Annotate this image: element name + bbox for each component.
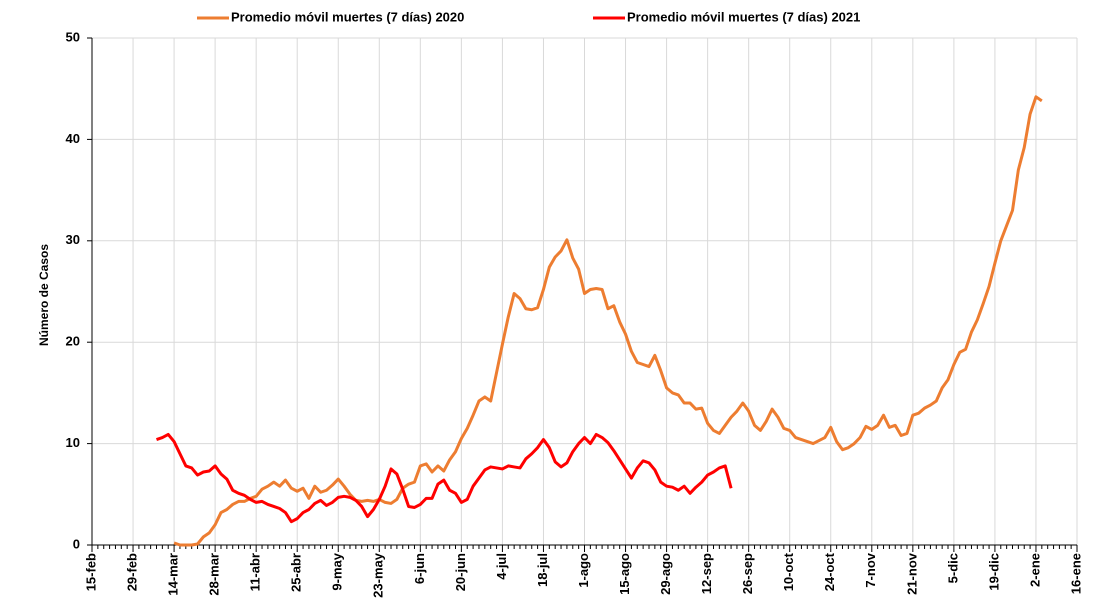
y-tick-label: 40: [66, 131, 80, 146]
y-axis-label: Número de Casos: [37, 244, 51, 346]
y-tick-label: 0: [73, 536, 80, 551]
x-tick-label: 5-dic: [945, 553, 960, 583]
y-tick-label: 30: [66, 232, 80, 247]
x-tick-label: 6-jun: [412, 553, 427, 584]
x-tick-label: 25-abr: [289, 553, 304, 592]
x-tick-label: 29-feb: [124, 553, 139, 591]
x-tick-label: 16-ene: [1068, 553, 1083, 594]
x-tick-label: 4-jul: [494, 553, 509, 580]
x-tick-label: 18-jul: [535, 553, 550, 587]
x-tick-label: 15-feb: [83, 553, 98, 591]
x-tick-label: 1-ago: [576, 553, 591, 588]
x-tick-label: 11-abr: [248, 553, 263, 591]
x-tick-label: 10-oct: [781, 552, 796, 591]
x-tick-label: 21-nov: [904, 552, 919, 595]
x-tick-label: 2-ene: [1027, 553, 1042, 587]
y-tick-label: 10: [66, 435, 80, 450]
series-line: [156, 432, 733, 524]
x-tick-label: 24-oct: [822, 552, 837, 591]
x-tick-label: 9-may: [330, 552, 345, 590]
x-tick-label: 23-may: [371, 552, 386, 598]
y-tick-label: 50: [66, 29, 80, 44]
x-tick-label: 28-mar: [207, 553, 222, 596]
x-tick-label: 26-sep: [740, 553, 755, 594]
x-tick-label: 15-ago: [617, 553, 632, 595]
x-tick-label: 20-jun: [453, 553, 468, 591]
y-tick-label: 20: [66, 334, 80, 349]
series-line: [173, 95, 1043, 547]
x-tick-label: 29-ago: [658, 553, 673, 595]
x-tick-label: 12-sep: [699, 553, 714, 594]
x-tick-label: 7-nov: [863, 552, 878, 587]
x-tick-label: 14-mar: [166, 553, 181, 596]
legend-label: Promedio móvil muertes (7 días) 2021: [627, 9, 860, 24]
x-tick-label: 19-dic: [986, 553, 1001, 591]
legend-label: Promedio móvil muertes (7 días) 2020: [231, 9, 464, 24]
